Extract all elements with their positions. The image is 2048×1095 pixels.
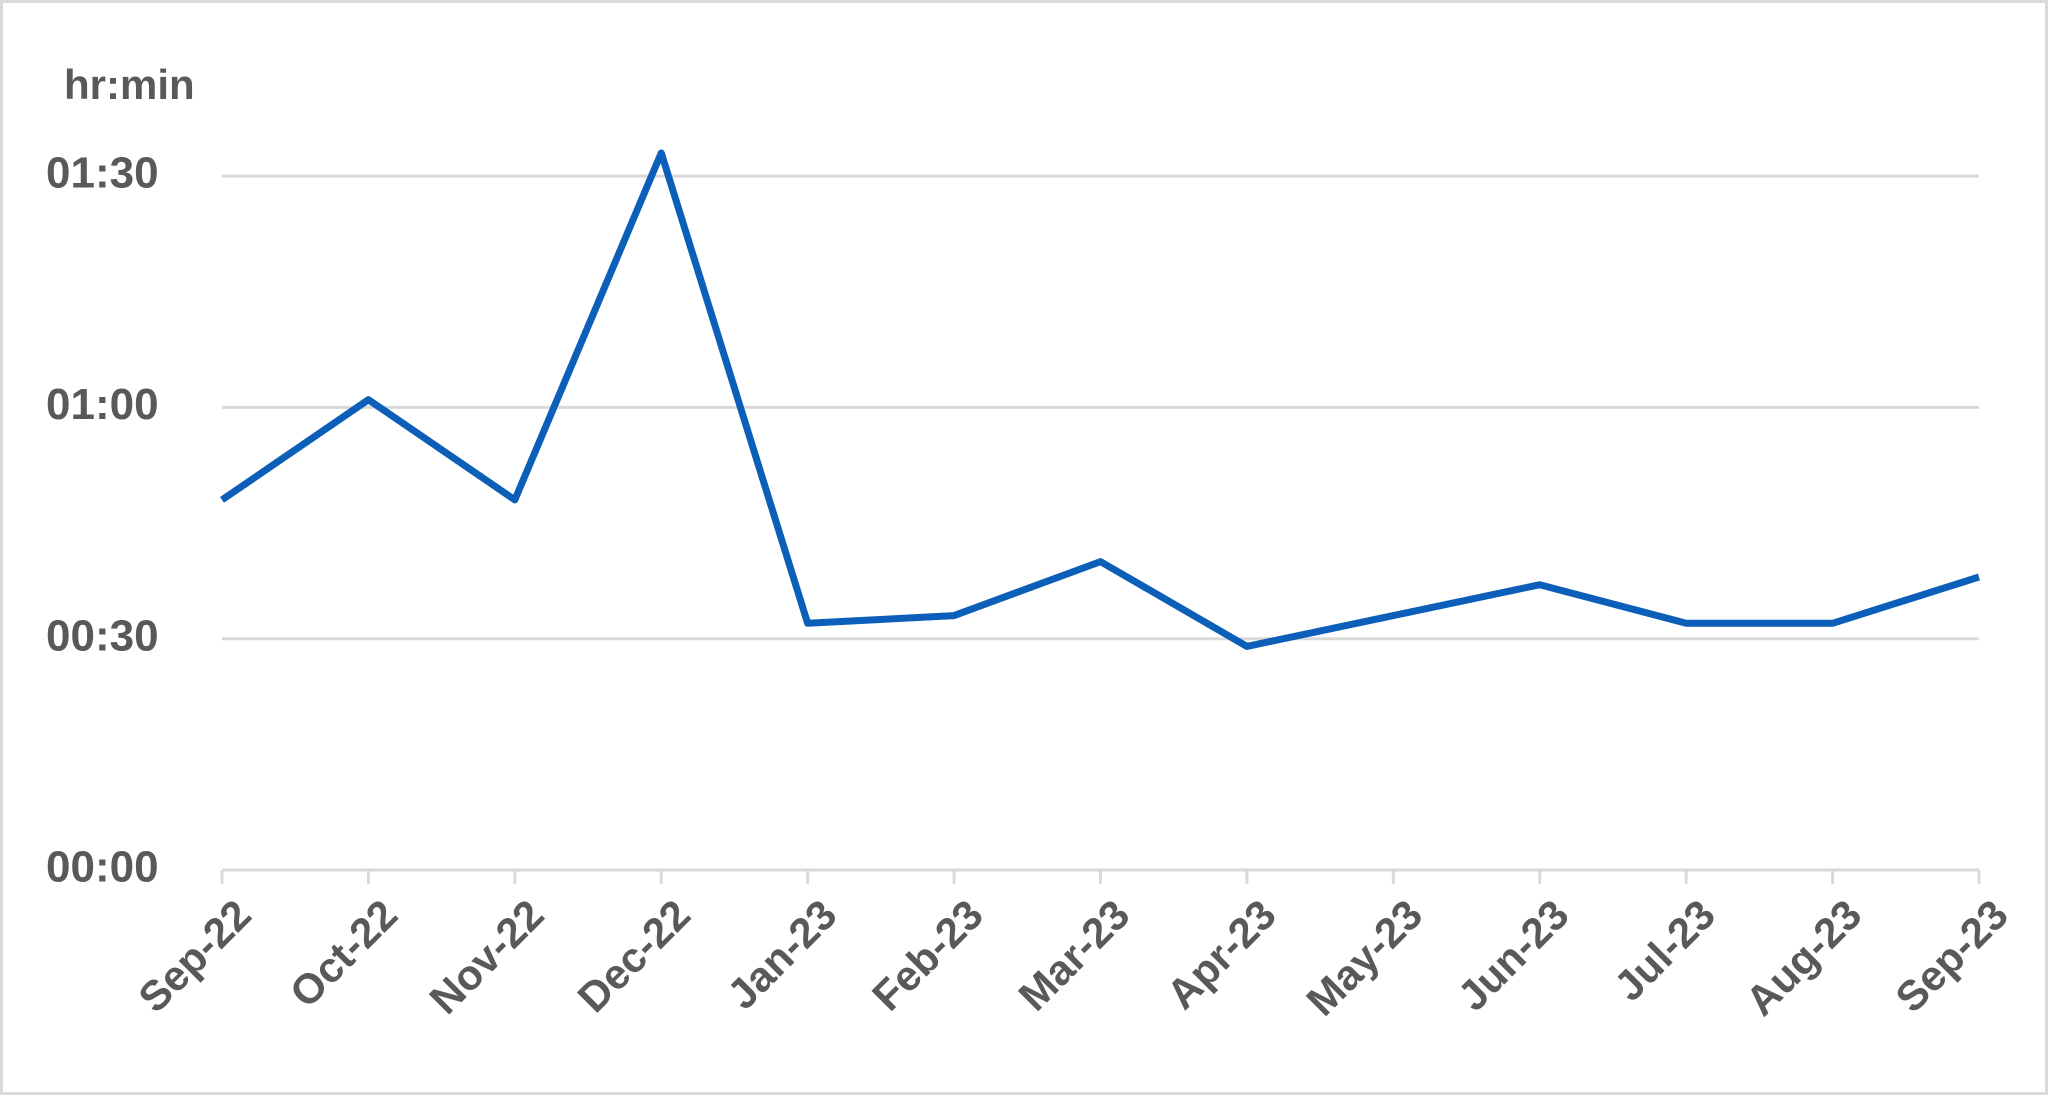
y-tick-label: 00:30 bbox=[46, 611, 159, 660]
y-tick-label: 00:00 bbox=[46, 843, 159, 892]
y-tick-label: 01:00 bbox=[46, 380, 159, 429]
y-axis-label: hr:min bbox=[64, 61, 195, 108]
data-line bbox=[220, 149, 1981, 650]
y-tick-label: 01:30 bbox=[46, 149, 159, 198]
